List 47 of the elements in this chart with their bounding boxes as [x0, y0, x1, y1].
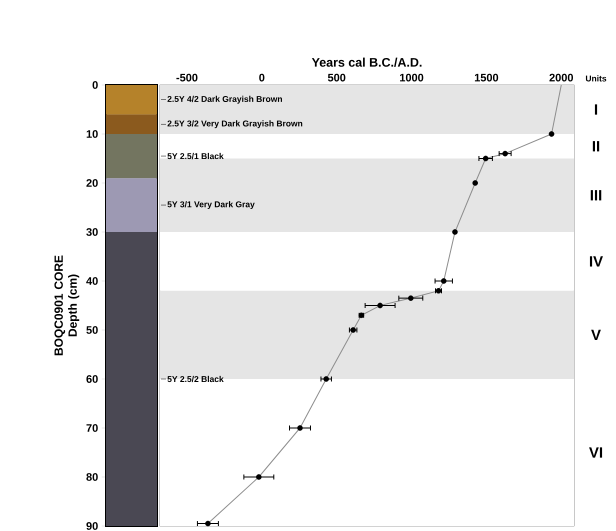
point — [297, 425, 303, 431]
y-tick-label: 60 — [86, 375, 98, 383]
point — [256, 474, 262, 480]
y-tick-label: 90 — [86, 522, 98, 530]
x-tick-label: 0 — [259, 74, 264, 82]
band-label: I — [594, 104, 598, 115]
y-axis-title: BOQC0901 CORE Depth (cm) — [54, 255, 80, 356]
text: Units — [586, 75, 606, 82]
x-tick-label: 1000 — [400, 74, 424, 82]
x-tick-label: 500 — [328, 74, 346, 82]
y-tick-label: 80 — [86, 473, 98, 481]
band-label: IV — [590, 256, 603, 267]
series-label: 2.5Y 3/2 Very Dark Grayish Brown — [167, 120, 302, 128]
series-label: 2.5Y 4/2 Dark Grayish Brown — [167, 96, 282, 104]
y-tick-label: 20 — [86, 179, 98, 187]
y-tick-label: 70 — [86, 424, 98, 432]
bar — [106, 85, 157, 114]
point — [502, 150, 508, 156]
point — [377, 302, 383, 308]
band-label: II — [592, 141, 600, 152]
band-label: III — [590, 190, 602, 200]
series-label: 5Y 2.5/1 Black — [167, 152, 224, 160]
series-label: 5Y 2.5/2 Black — [167, 376, 224, 382]
point — [205, 520, 211, 526]
y-tick-label: 50 — [86, 326, 98, 334]
x-tick-label: 2000 — [549, 74, 574, 82]
y-tick-label: 40 — [86, 277, 98, 285]
bar — [106, 114, 157, 134]
y-tick-label: 0 — [92, 81, 98, 89]
y-tick-label: 10 — [86, 130, 98, 138]
x-tick-label: 1500 — [474, 74, 498, 82]
band-label: VI — [589, 447, 602, 458]
series-label: 5Y 3/1 Very Dark Gray — [167, 201, 255, 209]
point — [408, 295, 414, 301]
y-tick-label: 30 — [86, 228, 98, 236]
point — [440, 278, 447, 284]
bar — [106, 178, 157, 232]
bar — [106, 134, 157, 178]
x-tick-label: -500 — [176, 74, 198, 82]
bar — [106, 232, 157, 526]
band-label: V — [591, 330, 601, 340]
point — [482, 156, 488, 162]
point — [472, 180, 478, 186]
x-axis-title: Years cal B.C./A.D. — [312, 58, 422, 67]
point — [548, 131, 554, 137]
point — [452, 229, 458, 235]
point — [323, 376, 329, 382]
